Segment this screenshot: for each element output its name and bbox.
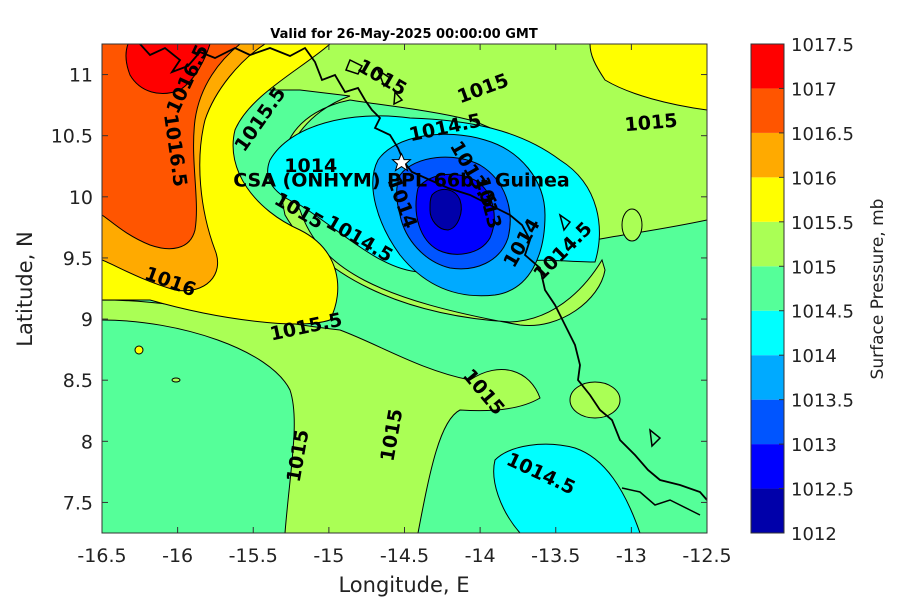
x-tick-label: -12.5 bbox=[682, 545, 731, 567]
x-tick-label: -15 bbox=[313, 545, 344, 567]
field-small-blob-4 bbox=[171, 377, 181, 383]
colorbar-segment bbox=[751, 266, 784, 311]
field-1015-5-ne bbox=[589, 44, 707, 111]
colorbar-segment bbox=[751, 399, 784, 445]
colorbar-segment bbox=[751, 177, 784, 222]
colorbar-tick-label: 1016.5 bbox=[791, 124, 854, 145]
field-1017 bbox=[125, 44, 211, 94]
y-tick-label: 9 bbox=[81, 309, 93, 331]
colorbar-segment bbox=[751, 488, 784, 533]
colorbar-tick-label: 1012 bbox=[791, 524, 837, 545]
colorbar-segment bbox=[751, 44, 784, 89]
colorbar-segment bbox=[751, 88, 784, 133]
x-tick-label: -15.5 bbox=[229, 545, 278, 567]
figure-title: Valid for 26-May-2025 00:00:00 GMT bbox=[270, 27, 538, 42]
site-label: CSA (ONHYM) PPL 66b - Guinea bbox=[233, 170, 570, 192]
colorbar-tick-label: 1014.5 bbox=[791, 302, 854, 323]
colorbar-tick-label: 1014 bbox=[791, 346, 837, 367]
x-axis-ticks: -16.5 -16 -15.5 -15 -14.5 -14 -13.5 -13 -12.5 bbox=[77, 44, 732, 567]
y-axis-ticks: 7.5 8 8.5 9 9.5 10 10.5 11 bbox=[51, 65, 707, 514]
colorbar-frame bbox=[750, 43, 785, 534]
y-tick-label: 10 bbox=[69, 187, 93, 209]
x-tick-label: -13 bbox=[616, 545, 647, 567]
colorbar-segment bbox=[751, 444, 784, 489]
colorbar-label: Surface Pressure, mb bbox=[868, 199, 888, 380]
colorbar-tick-label: 1013.5 bbox=[791, 391, 854, 412]
field-1014-se bbox=[493, 443, 641, 533]
x-tick-label: -16.5 bbox=[77, 545, 126, 567]
colorbar: 1012 1012.5 1013 1013.5 1014 1014.5 1015 1015.5… bbox=[750, 35, 854, 545]
colorbar-tick-label: 1013 bbox=[791, 435, 837, 456]
colorbar-tick-label: 1015.5 bbox=[791, 213, 854, 234]
field-1016-5 bbox=[102, 44, 241, 250]
x-tick-label: -14.5 bbox=[380, 545, 429, 567]
contour-label: 1014 bbox=[284, 155, 337, 177]
x-tick-label: -14 bbox=[465, 545, 496, 567]
colorbar-tick-label: 1016 bbox=[791, 168, 837, 189]
field-small-blob-3 bbox=[134, 345, 144, 355]
map-plot-area bbox=[102, 44, 707, 533]
colorbar-segment bbox=[751, 355, 784, 400]
colorbar-tick-label: 1017.5 bbox=[791, 35, 854, 56]
y-axis-label: Latitude, N bbox=[13, 231, 37, 347]
colorbar-segment bbox=[751, 221, 784, 267]
y-tick-label: 8.5 bbox=[63, 370, 93, 392]
field-small-blob-2 bbox=[569, 381, 621, 419]
colorbar-segment bbox=[751, 132, 784, 178]
y-tick-label: 8 bbox=[81, 431, 93, 453]
contour-label: 1015 bbox=[624, 110, 679, 137]
x-axis-label: Longitude, E bbox=[338, 573, 469, 597]
site-marker: CSA (ONHYM) PPL 66b - Guinea bbox=[233, 152, 570, 192]
coastline bbox=[139, 44, 707, 501]
x-tick-label: -16 bbox=[162, 545, 193, 567]
field-1012 bbox=[429, 188, 462, 231]
y-tick-label: 10.5 bbox=[51, 126, 93, 148]
coastline-islands bbox=[345, 58, 701, 516]
y-tick-label: 7.5 bbox=[63, 492, 93, 514]
colorbar-tick-label: 1012.5 bbox=[791, 480, 854, 501]
colorbar-segment bbox=[751, 310, 784, 356]
colorbar-tick-label: 1017 bbox=[791, 79, 837, 100]
y-tick-label: 11 bbox=[69, 65, 93, 87]
field-1015-lower bbox=[102, 299, 541, 533]
field-small-blob-1 bbox=[621, 208, 643, 242]
y-tick-label: 9.5 bbox=[63, 248, 93, 270]
x-tick-label: -13.5 bbox=[531, 545, 580, 567]
colorbar-tick-label: 1015 bbox=[791, 257, 837, 278]
star-icon bbox=[391, 152, 412, 172]
